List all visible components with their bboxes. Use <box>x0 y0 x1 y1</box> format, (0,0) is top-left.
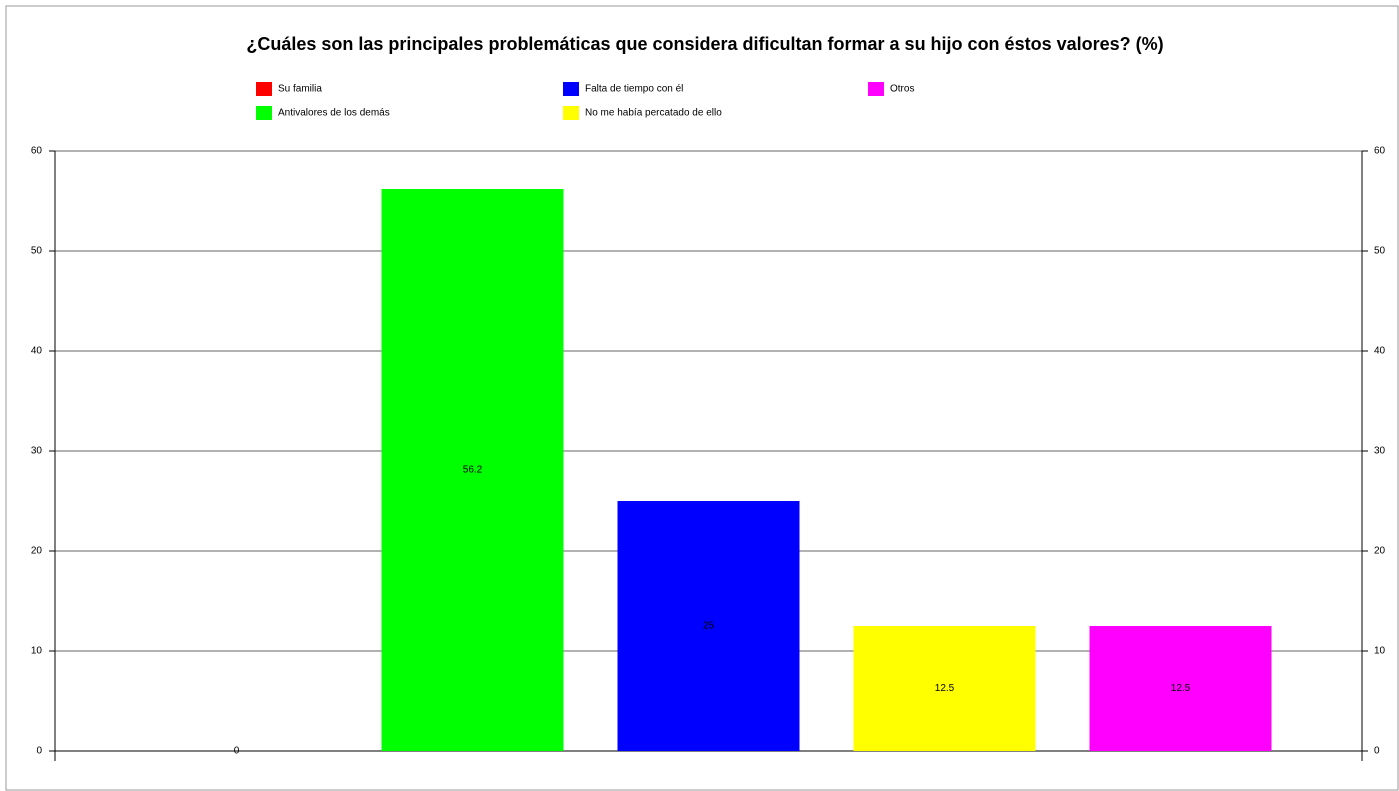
bar <box>381 189 564 751</box>
legend-swatch <box>256 106 272 120</box>
y-tick-label: 40 <box>31 346 43 357</box>
data-label: 12.5 <box>935 683 955 694</box>
legend-label: Otros <box>890 84 914 95</box>
chart-title: ¿Cuáles son las principales problemática… <box>246 34 1163 54</box>
y-tick-label: 60 <box>31 146 43 157</box>
legend-label: Antivalores de los demás <box>278 108 390 119</box>
legend-swatch <box>563 82 579 96</box>
y-tick-label: 10 <box>31 646 43 657</box>
y-tick-label: 30 <box>31 446 43 457</box>
bar <box>1089 626 1272 751</box>
data-label: 12.5 <box>1171 683 1191 694</box>
legend-swatch <box>563 106 579 120</box>
y2-tick-label: 60 <box>1374 146 1386 157</box>
legend-swatch <box>256 82 272 96</box>
bar <box>617 501 800 751</box>
y2-tick-label: 0 <box>1374 746 1380 757</box>
legend-label: Su familia <box>278 84 322 95</box>
y-tick-label: 50 <box>31 246 43 257</box>
y2-tick-label: 50 <box>1374 246 1386 257</box>
legend-label: No me había percatado de ello <box>585 108 722 119</box>
data-label: 56.2 <box>463 465 483 476</box>
y-tick-label: 0 <box>36 746 42 757</box>
y2-tick-label: 20 <box>1374 546 1386 557</box>
bar <box>853 626 1036 751</box>
legend-swatch <box>868 82 884 96</box>
data-label: 0 <box>234 746 240 757</box>
y2-tick-label: 40 <box>1374 346 1386 357</box>
y-tick-label: 20 <box>31 546 43 557</box>
legend-label: Falta de tiempo con él <box>585 84 683 95</box>
data-label: 25 <box>703 621 715 632</box>
y2-tick-label: 30 <box>1374 446 1386 457</box>
y2-tick-label: 10 <box>1374 646 1386 657</box>
